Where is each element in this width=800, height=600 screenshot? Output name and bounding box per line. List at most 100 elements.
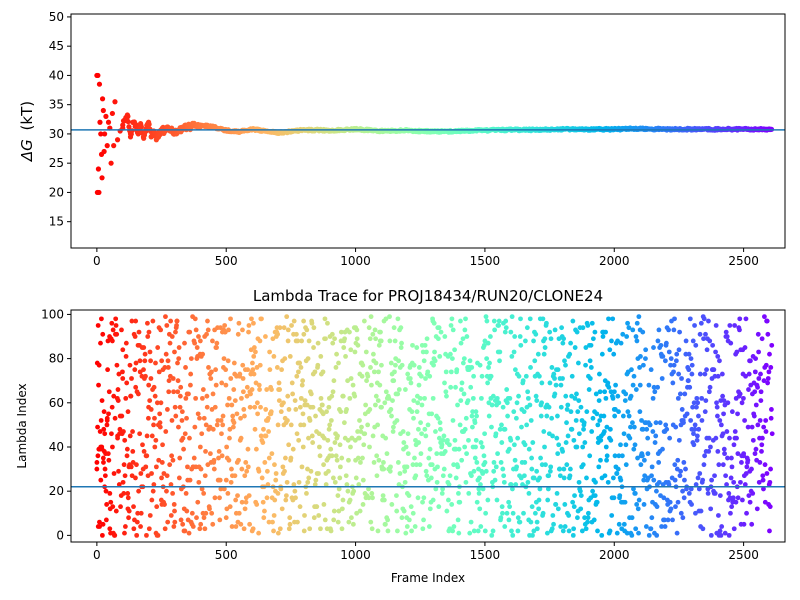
lambda-point [623, 462, 629, 468]
lambda-point [556, 442, 562, 448]
lambda-point [425, 369, 431, 375]
lambda-point [597, 389, 603, 395]
lambda-point [203, 510, 209, 516]
lambda-point [694, 395, 700, 401]
lambda-point [275, 422, 281, 428]
x-tick-label: 1500 [470, 548, 501, 562]
lambda-point [585, 510, 591, 516]
lambda-point [524, 422, 530, 428]
lambda-point [229, 524, 235, 529]
lambda-point [578, 506, 584, 512]
lambda-point [326, 468, 331, 474]
lambda-point [759, 435, 765, 441]
lambda-point [707, 338, 713, 344]
lambda-point [266, 519, 272, 525]
lambda-point [337, 442, 343, 448]
lambda-point [554, 435, 560, 441]
lambda-point [241, 526, 247, 532]
lambda-point [442, 380, 447, 386]
lambda-point [611, 351, 617, 357]
lambda-point [172, 349, 177, 355]
lambda-point [420, 499, 425, 505]
lambda-point [332, 336, 337, 342]
lambda-point [242, 506, 248, 512]
lambda-point [702, 453, 708, 459]
lambda-point [654, 532, 660, 538]
lambda-point [159, 460, 165, 465]
lambda-point [442, 449, 448, 454]
lambda-point [527, 316, 533, 322]
lambda-point [448, 369, 454, 375]
lambda-point [685, 378, 691, 384]
lambda-point [499, 422, 504, 428]
lambda-point [254, 502, 260, 507]
lambda-point [607, 347, 613, 353]
lambda-point [631, 373, 637, 379]
lambda-point [240, 327, 245, 333]
lambda-point [277, 387, 283, 392]
lambda-point [186, 530, 192, 536]
lambda-point [593, 391, 599, 397]
lambda-point [152, 415, 157, 421]
lambda-point [482, 431, 488, 437]
lambda-point [271, 528, 276, 534]
delta-g-point [99, 175, 105, 181]
lambda-point [334, 457, 340, 463]
lambda-point [693, 482, 699, 487]
lambda-point [444, 508, 450, 514]
lambda-point [202, 526, 208, 532]
lambda-point [165, 365, 171, 370]
lambda-point [376, 457, 382, 463]
lambda-point [461, 356, 467, 362]
lambda-point [191, 455, 197, 461]
lambda-point [463, 415, 469, 421]
lambda-point [604, 424, 610, 430]
lambda-point [449, 502, 455, 507]
lambda-point [572, 345, 578, 350]
lambda-point [593, 479, 598, 485]
lambda-point [698, 320, 704, 326]
lambda-point [210, 391, 216, 397]
lambda-point [212, 495, 218, 501]
lambda-point [436, 504, 442, 510]
lambda-point [122, 437, 128, 443]
lambda-point [115, 435, 120, 441]
lambda-point [554, 490, 560, 496]
lambda-point [645, 435, 651, 441]
lambda-point [725, 400, 731, 406]
lambda-point [194, 345, 200, 350]
lambda-point [98, 418, 104, 423]
lambda-point [147, 513, 153, 518]
lambda-point [599, 351, 605, 357]
lambda-point [257, 362, 263, 368]
lambda-point [144, 433, 150, 439]
lambda-point [379, 404, 384, 410]
lambda-point [156, 369, 162, 375]
lambda-point [227, 426, 233, 432]
lambda-point [423, 376, 428, 381]
lambda-point [188, 382, 193, 388]
lambda-point [340, 393, 346, 399]
lambda-point [295, 338, 301, 344]
lambda-point [657, 420, 663, 426]
lambda-point [145, 334, 151, 339]
lambda-point [120, 369, 125, 375]
lambda-point [258, 433, 264, 439]
lambda-point [472, 420, 478, 426]
lambda-point [182, 340, 187, 346]
lambda-point [167, 462, 173, 468]
y-tick-label: 20 [49, 484, 64, 498]
lambda-point [721, 411, 726, 417]
lambda-point [510, 532, 516, 538]
lambda-point [453, 475, 459, 481]
lambda-point [178, 517, 184, 523]
lambda-point [468, 519, 474, 525]
lambda-point [674, 351, 680, 357]
lambda-point [343, 354, 348, 359]
lambda-point [482, 528, 488, 534]
lambda-point [609, 338, 614, 344]
lambda-trace-panel: Lambda Trace for PROJ18434/RUN20/CLONE24… [15, 287, 786, 585]
lambda-point [176, 356, 182, 362]
lambda-point [763, 429, 769, 434]
lambda-point [673, 358, 679, 364]
